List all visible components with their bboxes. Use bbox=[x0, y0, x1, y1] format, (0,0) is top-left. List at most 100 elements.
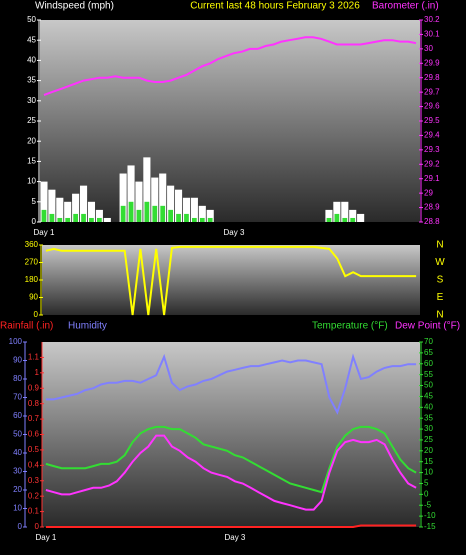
bar bbox=[41, 209, 47, 222]
line bbox=[45, 353, 417, 415]
bar bbox=[357, 213, 365, 222]
bar bbox=[128, 201, 134, 222]
bar bbox=[174, 189, 183, 222]
tick-label: 20 bbox=[13, 485, 22, 494]
bar bbox=[103, 217, 111, 222]
tick-label: 0.2 bbox=[28, 491, 40, 500]
tick-label: 70 bbox=[424, 337, 433, 346]
tick-label: 180 bbox=[25, 275, 39, 284]
tick-label: 0 bbox=[35, 522, 40, 531]
tick-label: 30 bbox=[27, 96, 36, 105]
tick-label: 28.8 bbox=[424, 217, 440, 226]
tick-label: 29.5 bbox=[424, 116, 440, 125]
bar bbox=[207, 217, 213, 222]
bar bbox=[184, 213, 189, 222]
line bbox=[45, 425, 417, 494]
tick-label: 0 bbox=[18, 522, 23, 531]
bar bbox=[97, 217, 102, 222]
bar bbox=[159, 173, 167, 222]
tick-label: 0.6 bbox=[28, 430, 40, 439]
y-label: Windspeed (mph) bbox=[35, 1, 114, 12]
tick-label: S bbox=[437, 275, 444, 286]
line bbox=[45, 524, 417, 528]
bar bbox=[182, 197, 191, 222]
bar bbox=[119, 173, 127, 222]
tick-label: 29.1 bbox=[424, 174, 440, 183]
tick-label: 90 bbox=[29, 293, 38, 302]
x-tick-label: Day 3 bbox=[224, 533, 245, 542]
tick-label: 0.1 bbox=[28, 507, 40, 516]
tick-label: 0.3 bbox=[28, 476, 40, 485]
tick-label: N bbox=[436, 310, 443, 321]
bar bbox=[206, 209, 214, 222]
plot-background bbox=[42, 342, 420, 527]
bar bbox=[65, 217, 71, 222]
bar bbox=[79, 185, 88, 222]
bar bbox=[49, 213, 55, 222]
bar bbox=[192, 217, 197, 222]
tick-label: 45 bbox=[424, 392, 433, 401]
tick-label: 35 bbox=[27, 76, 36, 85]
tick-label: 40 bbox=[13, 448, 22, 457]
bar bbox=[144, 201, 150, 222]
line bbox=[45, 434, 417, 511]
tick-label: 50 bbox=[27, 15, 36, 24]
bar bbox=[151, 177, 159, 222]
plot-background bbox=[40, 20, 420, 222]
legend-entry: Humidity bbox=[68, 321, 107, 332]
tick-label: -10 bbox=[424, 511, 436, 520]
bar bbox=[160, 205, 166, 222]
bar bbox=[81, 213, 86, 222]
tick-label: 360 bbox=[25, 240, 39, 249]
line bbox=[45, 245, 417, 316]
tick-label: 0 bbox=[34, 310, 39, 319]
bar bbox=[176, 213, 181, 222]
tick-label: 90 bbox=[13, 356, 22, 365]
tick-label: 0.5 bbox=[28, 445, 40, 454]
line bbox=[43, 36, 417, 96]
tick-label: 35 bbox=[424, 413, 433, 422]
legend-entry: Dew Point (°F) bbox=[395, 321, 460, 332]
tick-label: 29.9 bbox=[424, 58, 440, 67]
tick-label: 30.1 bbox=[424, 30, 440, 39]
bar bbox=[199, 217, 205, 222]
tick-label: 100 bbox=[9, 337, 23, 346]
bar bbox=[341, 201, 349, 222]
bar bbox=[95, 209, 103, 222]
title: Current last 48 hours February 3 2026 bbox=[190, 1, 360, 12]
bar bbox=[89, 217, 94, 222]
tick-label: 50 bbox=[424, 381, 433, 390]
tick-label: 0 bbox=[32, 217, 37, 226]
plot-background bbox=[42, 245, 420, 315]
tick-label: 70 bbox=[13, 393, 22, 402]
x-tick-label: Day 3 bbox=[224, 228, 245, 237]
tick-label: N bbox=[436, 240, 443, 251]
bar bbox=[136, 209, 142, 222]
bar bbox=[326, 217, 332, 222]
tick-label: 50 bbox=[13, 430, 22, 439]
tick-label: 29 bbox=[424, 188, 433, 197]
tick-label: 30 bbox=[424, 424, 433, 433]
tick-label: 40 bbox=[27, 56, 36, 65]
bar bbox=[333, 201, 341, 222]
tick-label: 5 bbox=[32, 197, 37, 206]
tick-label: 0.4 bbox=[28, 460, 40, 469]
bar bbox=[325, 209, 333, 222]
tick-label: 1.1 bbox=[28, 353, 40, 362]
y2-label: Barometer (.in) bbox=[372, 1, 439, 12]
bar bbox=[64, 201, 72, 222]
tick-label: 1 bbox=[35, 368, 40, 377]
bar bbox=[73, 213, 78, 222]
tick-label: 0.9 bbox=[28, 383, 40, 392]
tick-label: 30.2 bbox=[424, 15, 440, 24]
tick-label: 0.8 bbox=[28, 399, 40, 408]
tick-label: 30 bbox=[13, 467, 22, 476]
tick-label: 29.2 bbox=[424, 159, 440, 168]
bar bbox=[350, 217, 356, 222]
tick-label: 45 bbox=[27, 35, 36, 44]
bar bbox=[57, 217, 63, 222]
tick-label: 20 bbox=[27, 136, 36, 145]
bar bbox=[127, 165, 135, 222]
bar bbox=[198, 205, 206, 222]
tick-label: -15 bbox=[424, 522, 436, 531]
